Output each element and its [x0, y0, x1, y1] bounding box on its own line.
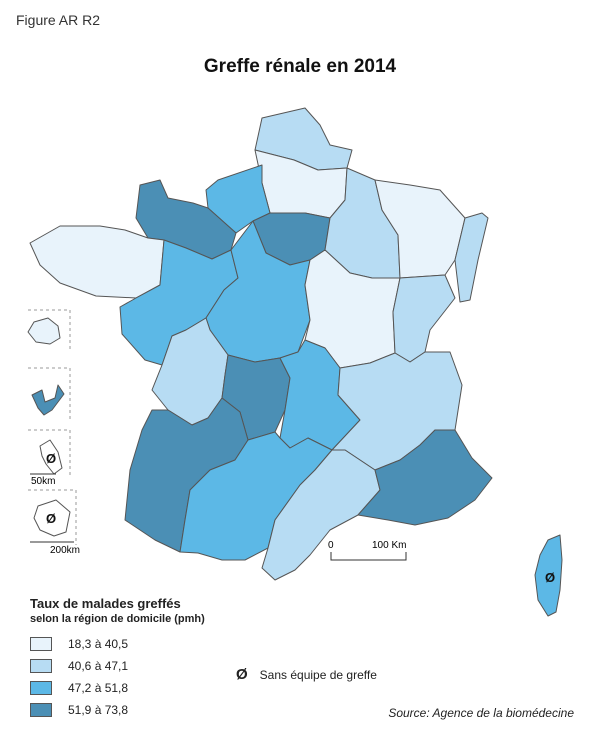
no-team-legend-label: Sans équipe de greffe	[259, 667, 377, 682]
scale-label-start: 0	[328, 540, 334, 551]
inset-frame-martinique	[28, 429, 71, 478]
no-team-symbol-martinique: Ø	[46, 451, 56, 466]
no-team-symbol-guyane: Ø	[46, 511, 56, 526]
region-paca	[357, 429, 493, 526]
region-guyane	[33, 499, 71, 537]
scale-label-antilles: 50km	[31, 476, 55, 487]
legend-title: Taux de malades greffés	[30, 596, 181, 611]
region-languedoc-roussillon	[261, 449, 381, 581]
legend-label: 51,9 à 73,8	[68, 703, 129, 717]
no-team-legend-symbol: Ø	[236, 666, 248, 683]
region-bretagne	[29, 225, 165, 299]
map-title: Greffe rénale en 2014	[203, 56, 397, 77]
legend-item: 18,3 à 40,5	[30, 636, 128, 652]
legend-item: 47,2 à 51,8	[30, 680, 128, 696]
legend-swatch	[30, 681, 52, 695]
legend-swatch	[30, 703, 52, 717]
no-team-legend: Ø Sans équipe de greffe	[236, 666, 377, 683]
no-team-symbol-corse: Ø	[545, 570, 555, 585]
scale-label-end: 100 Km	[372, 540, 406, 551]
legend-subtitle: selon la région de domicile (pmh)	[30, 613, 205, 625]
legend-label: 40,6 à 47,1	[68, 659, 129, 673]
legend-item: 40,6 à 47,1	[30, 658, 128, 674]
figure-label: Figure AR R2	[16, 12, 101, 28]
legend-label: 47,2 à 51,8	[68, 681, 129, 695]
region-lorraine	[374, 179, 466, 279]
main-scale-bar	[330, 552, 407, 561]
inset-frame-reunion	[28, 309, 71, 352]
region-reunion	[27, 317, 61, 345]
legend-item: 51,9 à 73,8	[30, 702, 128, 718]
legend-swatch	[30, 659, 52, 673]
legend-label: 18,3 à 40,5	[68, 637, 129, 651]
source-note: Source: Agence de la biomédecine	[388, 706, 574, 720]
inset-frame-guadeloupe	[28, 367, 71, 420]
region-corse	[534, 534, 563, 617]
region-alsace	[454, 212, 489, 303]
legend-swatch	[30, 637, 52, 651]
region-martinique	[39, 439, 63, 475]
region-guadeloupe	[31, 384, 65, 416]
inset-frame-guyane	[28, 489, 77, 545]
scale-label-reunion: 200km	[50, 545, 80, 556]
region-franche-comte	[392, 274, 456, 363]
